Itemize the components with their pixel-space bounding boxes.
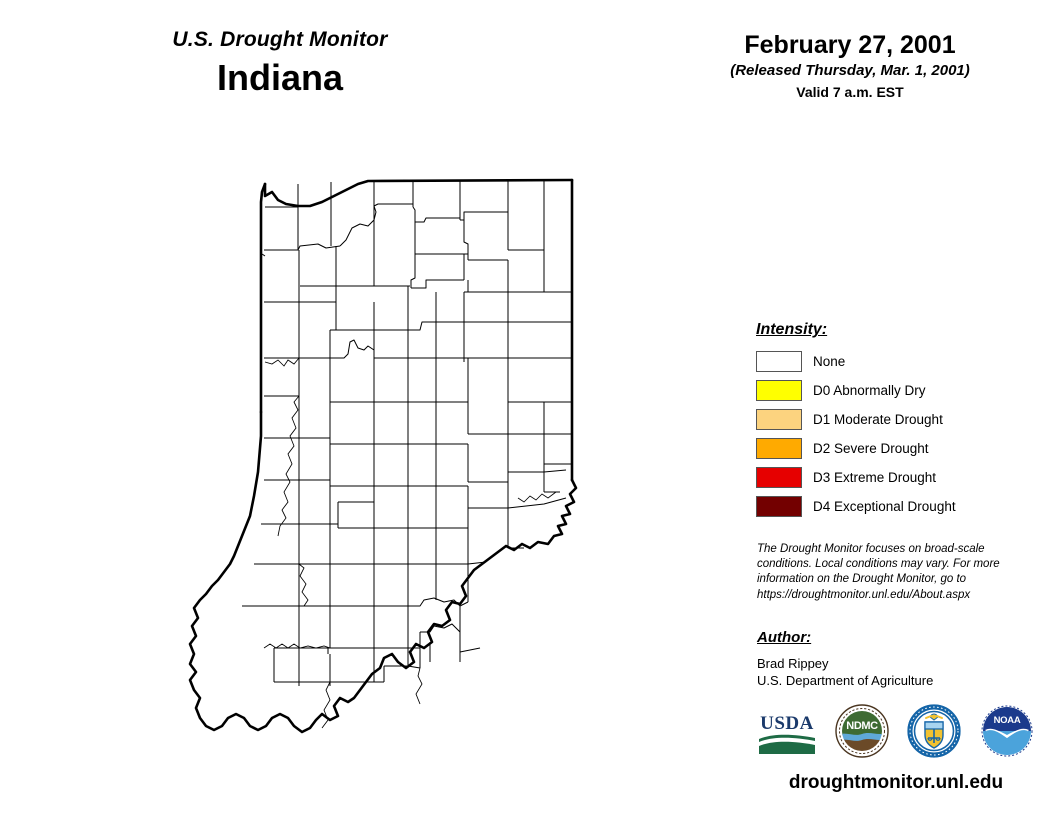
region-title: Indiana [216,57,344,98]
legend-swatch-d4 [756,495,802,517]
released-date: (Released Thursday, Mar. 1, 2001) [730,62,970,79]
state-outline [188,178,578,734]
noaa-logo[interactable]: NOAA [979,703,1035,764]
county-boundaries [242,180,573,686]
partner-logos: USDA NDMC [757,702,1035,764]
legend-item-d3: D3 Extreme Drought [756,466,1036,488]
legend-item-d0: D0 Abnormally Dry [756,379,1036,401]
disclaimer-line-2: conditions. Local conditions may vary. F… [757,558,1000,571]
disclaimer-line-1: The Drought Monitor focuses on broad-sca… [757,543,985,555]
river-boundaries [263,357,557,729]
legend-swatch-d2 [756,437,802,459]
svg-text:NOAA: NOAA [994,715,1021,726]
page-title: U.S. Drought Monitor [172,28,388,51]
valid-time: Valid 7 a.m. EST [796,84,904,100]
legend-label-d3: D3 Extreme Drought [813,469,937,485]
disclaimer-line-3: information on the Drought Monitor, go t… [757,573,967,586]
title-block-left: U.S. Drought Monitor Indiana [0,28,560,100]
author-affiliation: U.S. Department of Agriculture [757,673,934,688]
legend-label-d4: D4 Exceptional Drought [813,498,956,514]
legend-item-d2: D2 Severe Drought [756,437,1036,459]
legend-swatch-none [756,350,802,372]
legend-label-d2: D2 Severe Drought [813,440,929,456]
legend-item-d4: D4 Exceptional Drought [756,495,1036,517]
title-block-right: February 27, 2001 (Released Thursday, Ma… [690,30,1010,102]
author-block: Author: Brad Rippey U.S. Department of A… [757,628,1027,689]
valid-date: February 27, 2001 [744,31,956,59]
site-url[interactable]: droughtmonitor.unl.edu [788,772,1004,793]
legend-item-none: None [756,350,1036,372]
svg-text:NDMC: NDMC [846,720,878,732]
legend-swatch-d1 [756,408,802,430]
usdc-seal-logo[interactable] [906,703,962,764]
disclaimer-link[interactable]: https://droughtmonitor.unl.edu/About.asp… [757,588,971,601]
disclaimer-text: The Drought Monitor focuses on broad-sca… [757,542,1025,603]
state-fill [190,180,574,668]
usda-logo[interactable]: USDA [757,706,817,760]
legend-label-d0: D0 Abnormally Dry [813,382,926,398]
legend-item-d1: D1 Moderate Drought [756,408,1036,430]
map-fill [190,180,574,668]
legend-swatch-d0 [756,379,802,401]
indiana-drought-map[interactable] [168,162,598,802]
legend-title: Intensity: [756,321,828,338]
author-name: Brad Rippey [757,656,829,671]
legend-swatch-d3 [756,466,802,488]
ndmc-logo[interactable]: NDMC [834,703,890,764]
author-heading: Author: [757,629,812,646]
legend-label-d1: D1 Moderate Drought [813,411,943,427]
svg-text:USDA: USDA [760,713,814,734]
legend-label-none: None [813,353,846,369]
legend: Intensity: None D0 Abnormally Dry D1 Mod… [756,320,1036,524]
